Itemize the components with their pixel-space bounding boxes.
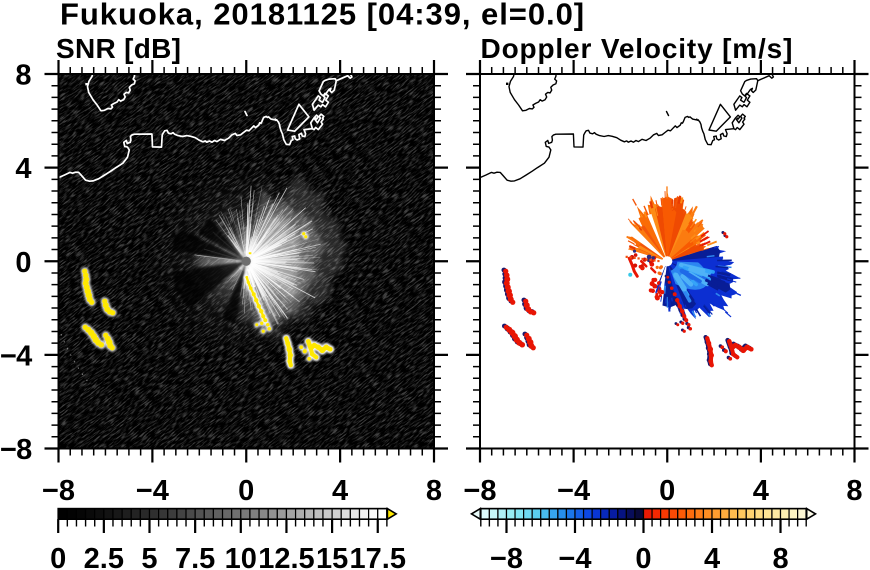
svg-text:0: 0 (635, 543, 651, 570)
svg-text:−4: −4 (557, 475, 590, 507)
svg-text:0: 0 (659, 475, 675, 507)
svg-text:0: 0 (15, 247, 31, 279)
svg-text:17.5: 17.5 (350, 543, 406, 570)
svg-text:0: 0 (50, 543, 66, 570)
svg-text:8: 8 (15, 60, 31, 92)
svg-text:8: 8 (772, 543, 788, 570)
svg-text:−4: −4 (558, 543, 591, 570)
svg-text:10: 10 (225, 543, 257, 570)
svg-text:SNR [dB]: SNR [dB] (56, 33, 181, 64)
svg-text:15: 15 (316, 543, 348, 570)
svg-text:Doppler Velocity [m/s]: Doppler Velocity [m/s] (481, 33, 794, 64)
svg-text:4: 4 (15, 153, 31, 185)
svg-text:−4: −4 (136, 475, 169, 507)
svg-text:2.5: 2.5 (84, 543, 124, 570)
svg-text:8: 8 (846, 475, 862, 507)
svg-text:0: 0 (238, 475, 254, 507)
svg-text:5: 5 (141, 543, 157, 570)
svg-text:−8: −8 (490, 543, 523, 570)
svg-text:7.5: 7.5 (175, 543, 215, 570)
svg-text:4: 4 (332, 475, 348, 507)
svg-text:8: 8 (426, 475, 442, 507)
svg-text:−8: −8 (463, 475, 496, 507)
svg-text:−4: −4 (0, 340, 32, 372)
svg-text:Fukuoka, 20181125 [04:39, el=0: Fukuoka, 20181125 [04:39, el=0.0] (60, 0, 585, 32)
svg-text:4: 4 (753, 475, 769, 507)
svg-text:−8: −8 (0, 434, 32, 466)
svg-text:4: 4 (704, 543, 720, 570)
svg-text:−8: −8 (42, 475, 75, 507)
svg-text:12.5: 12.5 (258, 543, 314, 570)
